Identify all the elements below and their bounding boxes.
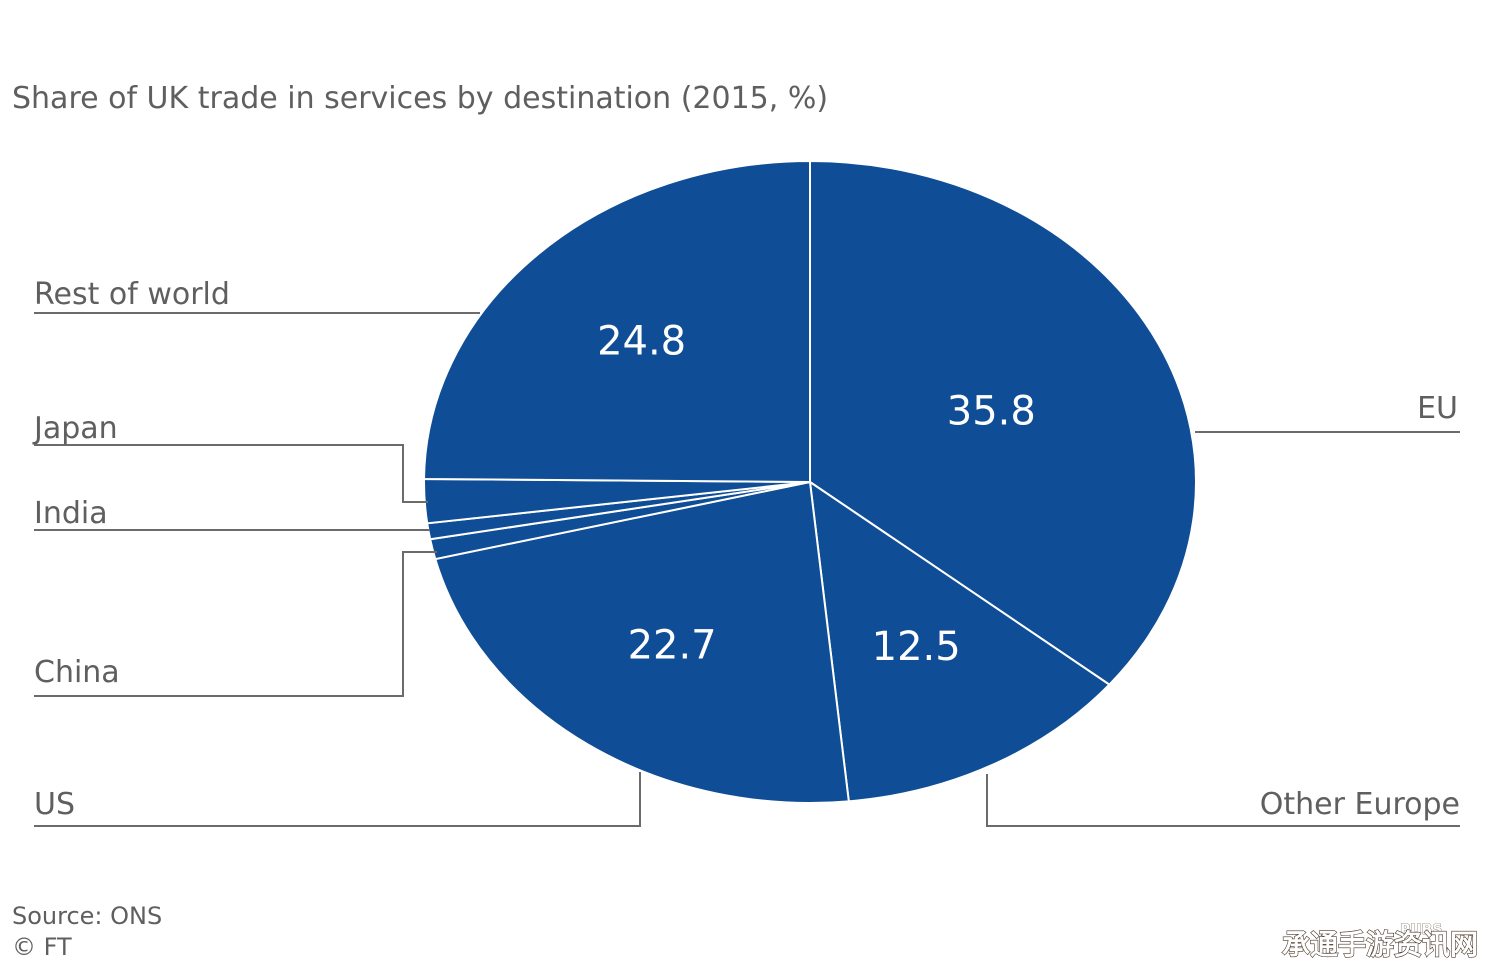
slice-label-us: US <box>34 787 75 822</box>
leader-line-china <box>34 551 437 697</box>
pie-slice-us <box>434 480 850 804</box>
slice-name-labels: EU Other Europe US China India Japan Res… <box>32 277 1460 822</box>
leader-lines <box>34 312 1460 827</box>
watermark-small: PUBS <box>1400 922 1442 938</box>
value-label-other-europe: 12.5 <box>872 624 961 670</box>
watermark: 承通手游资讯网 <box>1282 928 1478 961</box>
slice-label-other-europe: Other Europe <box>1260 787 1460 822</box>
pie-slice-rest-of-world <box>423 159 811 484</box>
leader-line-japan <box>34 444 428 503</box>
leader-line-us <box>34 772 641 827</box>
slice-label-eu: EU <box>1417 391 1458 426</box>
value-label-rest-of-world: 24.8 <box>597 319 686 365</box>
chart-title: Share of UK trade in services by destina… <box>12 81 828 116</box>
pie-value-labels: 35.8 12.5 22.7 24.8 <box>597 319 1036 670</box>
slice-label-china: China <box>34 655 120 690</box>
slice-label-rest-of-world: Rest of world <box>34 277 230 312</box>
copyright-note: © FT <box>12 933 72 961</box>
slice-label-japan: Japan <box>32 411 118 446</box>
value-label-eu: 35.8 <box>947 388 1036 434</box>
pie-slices <box>423 159 1197 804</box>
pie-slice-eu <box>809 159 1197 686</box>
pie-slice-other-europe <box>808 479 1111 803</box>
value-label-us: 22.7 <box>628 623 717 669</box>
leader-line-other-europe <box>986 774 1460 827</box>
slice-label-india: India <box>34 496 108 531</box>
source-note: Source: ONS <box>12 902 162 930</box>
